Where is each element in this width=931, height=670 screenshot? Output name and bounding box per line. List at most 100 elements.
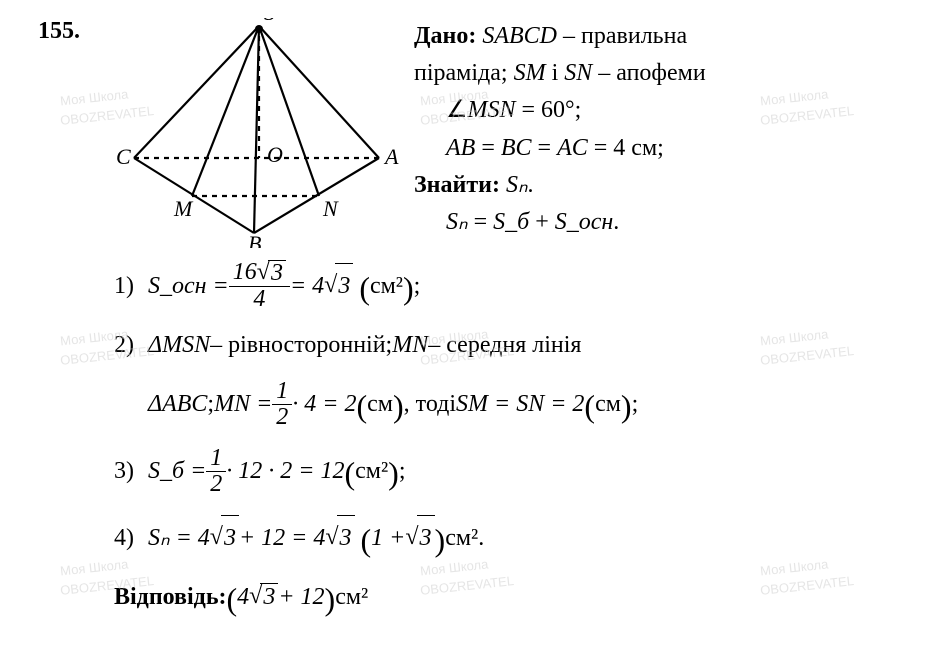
tri-msn: ΔMSN xyxy=(148,323,210,369)
sqrt: √3 xyxy=(257,260,286,286)
given-line3: ∠MSN = 60°; xyxy=(446,92,706,129)
step-2b: ΔABC; MN = 12 · 4 = 2 (см), тоді SM = SN… xyxy=(148,374,907,435)
t: = xyxy=(475,135,501,161)
sn-var: Sₙ xyxy=(506,172,528,198)
lparen: ( xyxy=(344,443,355,504)
mn-eq: MN = xyxy=(214,382,272,428)
fraction: 12 xyxy=(206,446,226,497)
t: піраміда; xyxy=(414,60,514,86)
sqrt: √3 xyxy=(210,515,239,562)
angle: ∠ xyxy=(446,97,468,123)
mn: MN xyxy=(392,323,428,369)
given-line4: AB = BC = AC = 4 см; xyxy=(446,130,706,167)
step-index: 2) xyxy=(114,323,148,369)
t: S_осн = xyxy=(148,264,229,310)
t: · 12 · 2 = 12 xyxy=(226,449,344,495)
msn: MSN xyxy=(468,97,516,123)
answer: Відповідь: (4√3 + 12) см² xyxy=(114,579,907,616)
svg-text:O: O xyxy=(267,142,283,167)
t: – рівносторонній; xyxy=(210,323,392,369)
rparen: ) xyxy=(388,443,399,504)
t: = xyxy=(468,209,494,235)
den: 2 xyxy=(206,472,226,497)
lparen: ( xyxy=(361,510,372,571)
given-block: Дано: SABCD – правильна піраміда; SM і S… xyxy=(414,18,706,241)
solution-steps: 1) S_осн = 16√3 4 = 4 √3 (см²); 2) ΔMSN … xyxy=(114,256,907,569)
t: см². xyxy=(445,516,484,562)
pyramid-diagram: SCABMNO xyxy=(114,18,404,248)
rparen: ) xyxy=(325,581,336,618)
t: + xyxy=(529,209,555,235)
radicand: 3 xyxy=(335,263,353,310)
radicand: 3 xyxy=(268,260,286,286)
sqrt: √3 xyxy=(249,583,278,611)
t: + 12 xyxy=(278,584,324,611)
radicand: 3 xyxy=(337,515,355,562)
sabcd: SABCD xyxy=(482,23,557,49)
semi: ; xyxy=(399,449,406,495)
fraction: 16√3 4 xyxy=(229,260,290,312)
t: 4 xyxy=(237,584,249,611)
t: і xyxy=(546,60,565,86)
num: 1 xyxy=(206,446,226,472)
t: , тоді xyxy=(404,382,456,428)
semi: ; xyxy=(414,264,421,310)
radicand: 3 xyxy=(221,515,239,562)
fraction: 12 xyxy=(272,379,292,430)
sn: SN xyxy=(564,60,592,86)
unit: см xyxy=(367,382,393,428)
radicand: 3 xyxy=(417,515,435,562)
rparen: ) xyxy=(435,510,446,571)
svg-text:C: C xyxy=(116,144,131,169)
sqrt: √3 xyxy=(405,515,434,562)
t: = 4 xyxy=(290,264,324,310)
dano-label: Дано: xyxy=(414,23,482,49)
v: Sₙ xyxy=(446,209,468,235)
given-line6: Sₙ = S_б + S_осн. xyxy=(446,204,706,241)
sn-eq: Sₙ = 4 xyxy=(148,516,210,562)
svg-text:M: M xyxy=(173,196,194,221)
semi: ; xyxy=(632,382,639,428)
svg-text:A: A xyxy=(383,144,399,169)
sm-sn: SM = SN = 2 xyxy=(456,382,584,428)
svg-text:S: S xyxy=(264,18,275,25)
sb-eq: S_б = xyxy=(148,449,206,495)
sm: SM xyxy=(514,60,546,86)
num: 1 xyxy=(272,379,292,405)
step-index: 3) xyxy=(114,449,148,495)
lparen: ( xyxy=(227,581,238,618)
bc: BC xyxy=(501,135,532,161)
t: · 4 = 2 xyxy=(292,382,356,428)
step-4: 4) Sₙ = 4√3 + 12 = 4√3 (1 + √3) см². xyxy=(114,508,907,569)
step-index: 1) xyxy=(114,264,148,310)
lparen: ( xyxy=(357,376,368,437)
ac: AC xyxy=(557,135,588,161)
t: = 60°; xyxy=(516,97,582,123)
v: S_б xyxy=(493,209,529,235)
step-index: 4) xyxy=(114,516,148,562)
t: – середня лінія xyxy=(428,323,581,369)
v: S_осн xyxy=(555,209,614,235)
answer-label: Відповідь: xyxy=(114,584,227,611)
step-2a: 2) ΔMSN – рівносторонній; MN – середня л… xyxy=(114,323,907,369)
find-label: Знайти: xyxy=(414,172,506,198)
sqrt: √3 xyxy=(324,263,353,310)
top-block: S C AB M N O Дано: SABCD – правильна піраміда… xyxy=(24,18,907,248)
lparen: ( xyxy=(584,376,595,437)
t: = 4 см; xyxy=(588,135,664,161)
t: – апофеми xyxy=(592,60,705,86)
ab: AB xyxy=(446,135,475,161)
t: – правильна xyxy=(557,23,687,49)
unit: см² xyxy=(335,584,368,611)
den: 2 xyxy=(272,405,292,430)
rparen: ) xyxy=(393,376,404,437)
t: = xyxy=(532,135,558,161)
radicand: 3 xyxy=(260,583,278,611)
t: 1 + xyxy=(371,516,405,562)
svg-text:N: N xyxy=(322,196,339,221)
problem-number: 155. xyxy=(38,18,80,45)
rparen: ) xyxy=(403,258,414,319)
unit: см² xyxy=(370,264,403,310)
rparen: ) xyxy=(621,376,632,437)
lparen: ( xyxy=(359,258,370,319)
